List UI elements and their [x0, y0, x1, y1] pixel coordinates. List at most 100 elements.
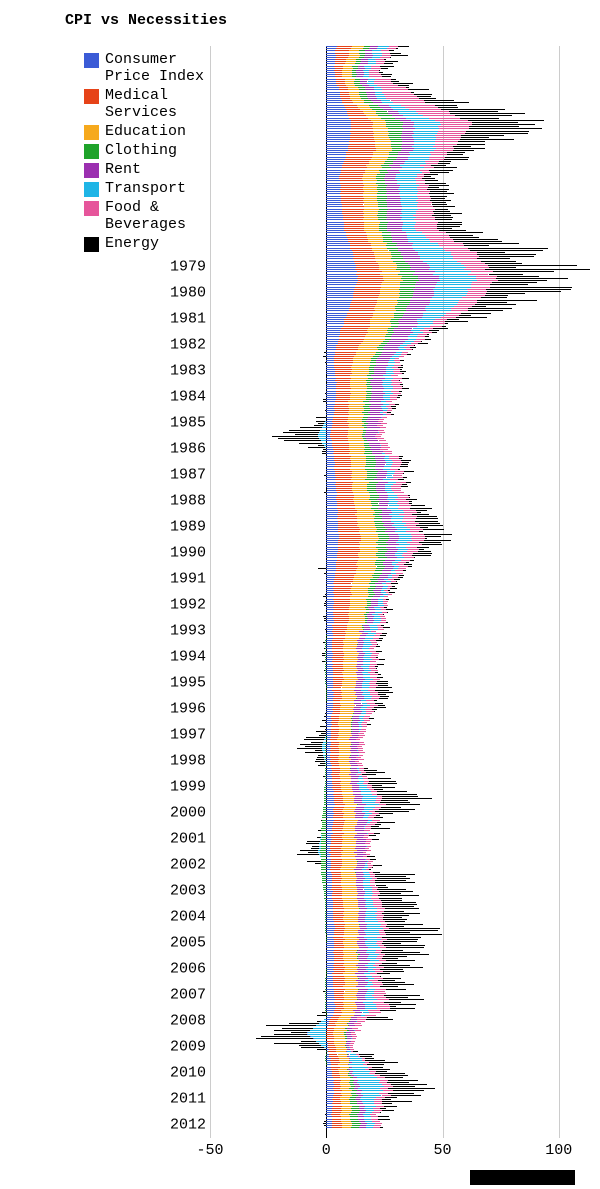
bar-segment-neg [322, 750, 325, 751]
bar-segment [339, 752, 351, 753]
bar-segment [380, 274, 398, 275]
bar-segment [335, 352, 356, 353]
bar-segment [392, 490, 401, 491]
data-row [210, 629, 582, 630]
energy-whisker [477, 302, 507, 303]
bar-segment [441, 317, 456, 318]
bar-segment [333, 588, 351, 589]
bar-segment-neg [325, 640, 326, 641]
bar-segment [326, 347, 336, 348]
bar-segment [364, 807, 375, 808]
energy-whisker [461, 135, 504, 136]
energy-whisker [325, 393, 326, 394]
energy-whisker [431, 198, 445, 199]
bar-segment [378, 115, 391, 116]
bar-segment [340, 174, 363, 175]
bar-segment-neg [325, 997, 326, 998]
bar-segment [370, 986, 380, 987]
bar-segment [381, 100, 390, 101]
bar-segment [343, 902, 358, 903]
bar-segment [415, 250, 445, 251]
bar-segment [339, 87, 348, 88]
bar-segment-neg [318, 436, 326, 437]
data-row [210, 978, 582, 979]
bar-segment [326, 61, 334, 62]
bar-segment [326, 618, 333, 619]
data-row [210, 863, 582, 864]
bar-segment [351, 1127, 359, 1128]
bar-segment [326, 122, 351, 123]
bar-segment [326, 549, 338, 550]
bar-segment [358, 820, 368, 821]
bar-segment [379, 497, 388, 498]
energy-whisker [408, 89, 428, 90]
bar-segment [368, 241, 383, 242]
data-row [210, 412, 582, 413]
data-row [210, 226, 582, 227]
bar-segment [398, 549, 407, 550]
bar-segment [362, 178, 376, 179]
bar-segment [352, 785, 359, 786]
bar-segment [326, 915, 333, 916]
bar-segment [326, 356, 334, 357]
bar-segment [380, 222, 389, 223]
bar-segment [387, 198, 401, 199]
bar-segment [326, 178, 339, 179]
data-row [210, 399, 582, 400]
energy-whisker [400, 369, 402, 370]
bar-segment [414, 139, 436, 140]
energy-whisker [307, 841, 320, 842]
bar-segment [382, 570, 391, 571]
data-row [210, 365, 582, 366]
bar-segment [326, 148, 347, 149]
bar-segment [387, 202, 401, 203]
data-row [210, 148, 582, 149]
bar-segment [326, 798, 334, 799]
bar-segment [331, 729, 339, 730]
bar-segment [367, 488, 376, 489]
bar-segment [401, 105, 434, 106]
bar-segment [342, 830, 355, 831]
bar-segment [326, 128, 351, 129]
bar-segment-neg [321, 867, 326, 868]
bar-segment [408, 239, 429, 240]
y-tick-label: 1982 [170, 337, 206, 354]
bar-segment [379, 1082, 387, 1083]
bar-segment [402, 148, 414, 149]
bar-segment [365, 965, 372, 966]
energy-whisker [447, 319, 458, 320]
bar-segment [391, 252, 402, 253]
energy-whisker [416, 510, 427, 511]
bar-segment-neg [325, 765, 326, 766]
bar-segment [344, 679, 358, 680]
energy-whisker [362, 774, 377, 775]
bar-segment [433, 146, 453, 147]
bar-segment [359, 557, 378, 558]
data-row [210, 228, 582, 229]
energy-whisker [424, 176, 432, 177]
bar-segment-neg [326, 973, 327, 974]
energy-whisker [413, 553, 432, 554]
bar-segment [339, 534, 360, 535]
bar-segment [366, 904, 374, 905]
bar-segment [378, 551, 388, 552]
bar-segment [334, 408, 348, 409]
bar-segment [377, 473, 386, 474]
bar-segment [352, 1062, 365, 1063]
bar-segment [326, 339, 339, 340]
bar-segment [379, 419, 384, 420]
bar-segment [394, 317, 403, 318]
energy-whisker [283, 432, 319, 433]
bar-segment [333, 1082, 340, 1083]
bar-segment [408, 339, 416, 340]
bar-segment [406, 523, 419, 524]
bar-segment-neg [325, 1010, 326, 1011]
bar-segment [368, 967, 376, 968]
bar-segment [326, 386, 336, 387]
bar-segment [360, 1010, 368, 1011]
bar-segment [348, 440, 363, 441]
bar-segment [414, 141, 436, 142]
bar-segment [330, 846, 342, 847]
data-row [210, 276, 582, 277]
bar-segment [344, 911, 359, 912]
